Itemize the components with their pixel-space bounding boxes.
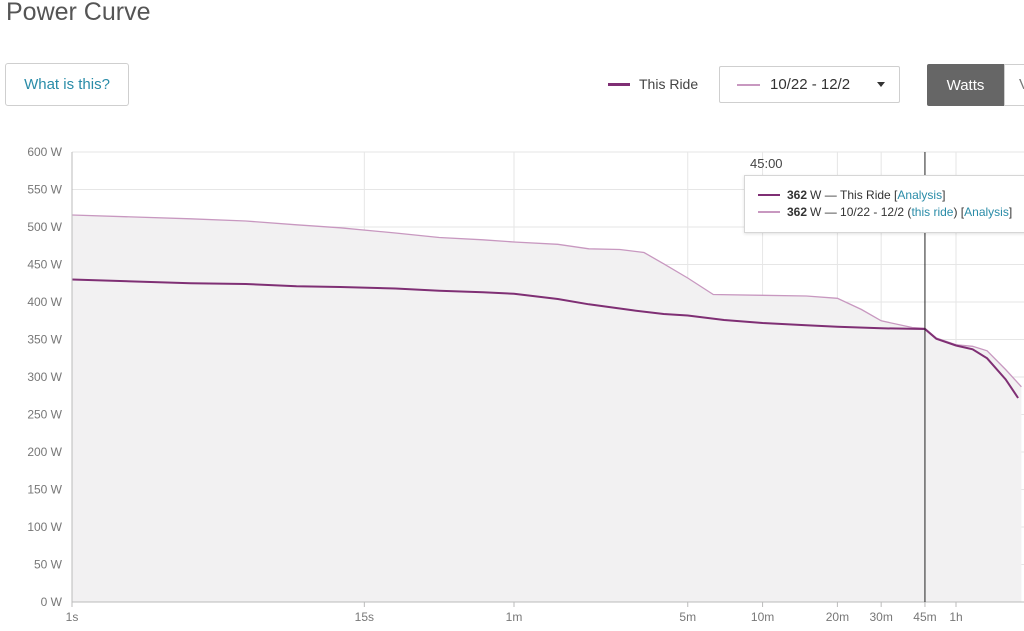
area-fill xyxy=(72,215,1022,602)
y-tick-label: 150 W xyxy=(27,483,62,497)
y-tick-label: 200 W xyxy=(27,445,62,459)
page-title: Power Curve xyxy=(6,0,151,26)
y-tick-label: 500 W xyxy=(27,220,62,234)
range-swatch xyxy=(737,83,760,86)
y-tick-label: 300 W xyxy=(27,370,62,384)
y-tick-label: 450 W xyxy=(27,258,62,272)
y-tick-label: 550 W xyxy=(27,183,62,197)
legend-swatch-this-ride xyxy=(608,82,630,86)
tooltip-analysis-link[interactable]: Analysis xyxy=(964,205,1009,219)
x-tick-label: 10m xyxy=(751,610,774,624)
tooltip-series-this-ride: This Ride xyxy=(840,188,891,202)
x-axis-labels: 1s 15s 1m 5m 10m 20m 30m 45m 1h xyxy=(66,602,963,624)
tooltip-analysis-link[interactable]: Analysis xyxy=(897,188,943,202)
y-tick-label: 400 W xyxy=(27,295,62,309)
legend-this-ride[interactable]: This Ride xyxy=(608,76,698,92)
date-range-select[interactable]: 10/22 - 12/2 xyxy=(719,66,900,103)
x-tick-label: 1m xyxy=(506,610,523,624)
y-tick-label: 0 W xyxy=(41,595,63,609)
power-curve-chart[interactable]: 0 W 50 W 100 W 150 W 200 W 250 W 300 W 350 W 400… xyxy=(0,130,1024,631)
tooltip-row-range: 362 W — 10/22 - 12/2 (this ride) [Analys… xyxy=(758,205,1012,219)
x-tick-label: 1s xyxy=(66,610,79,624)
x-tick-label: 15s xyxy=(355,610,374,624)
y-tick-label: 100 W xyxy=(27,520,62,534)
tooltip-value-this-ride: 362 xyxy=(787,188,808,202)
units-next-button[interactable]: V xyxy=(1004,64,1024,106)
caret-down-icon xyxy=(877,82,885,87)
x-tick-label: 5m xyxy=(679,610,696,624)
x-tick-label: 20m xyxy=(826,610,849,624)
y-tick-label: 600 W xyxy=(27,145,62,159)
tooltip-value-range: 362 xyxy=(787,205,808,219)
tooltip-swatch-this-ride xyxy=(758,194,780,196)
legend-label-this-ride: This Ride xyxy=(639,76,699,92)
x-tick-label: 1h xyxy=(949,610,962,624)
tooltip-this-ride-link[interactable]: this ride xyxy=(911,205,954,219)
x-tick-label: 30m xyxy=(870,610,893,624)
series-line-this-ride xyxy=(71,278,1019,399)
y-tick-label: 350 W xyxy=(27,333,62,347)
tooltip-unit: W xyxy=(810,188,822,202)
tooltip-row-this-ride: 362 W — This Ride [Analysis] xyxy=(758,188,945,202)
hover-time-label: 45:00 xyxy=(750,156,783,171)
y-axis-labels: 0 W 50 W 100 W 150 W 200 W 250 W 300 W 350 W 400… xyxy=(27,145,62,609)
date-range-label: 10/22 - 12/2 xyxy=(770,76,851,93)
what-is-this-button[interactable]: What is this? xyxy=(5,63,129,106)
tooltip-series-range: 10/22 - 12/2 xyxy=(840,205,905,219)
tooltip-swatch-range xyxy=(758,211,780,213)
units-watts-button[interactable]: Watts xyxy=(927,64,1004,106)
x-tick-label: 45m xyxy=(913,610,936,624)
y-tick-label: 250 W xyxy=(27,408,62,422)
hover-tooltip: 362 W — This Ride [Analysis] 362 W — 10/… xyxy=(744,175,1024,233)
y-tick-label: 50 W xyxy=(34,558,63,572)
tooltip-unit: W xyxy=(810,205,822,219)
